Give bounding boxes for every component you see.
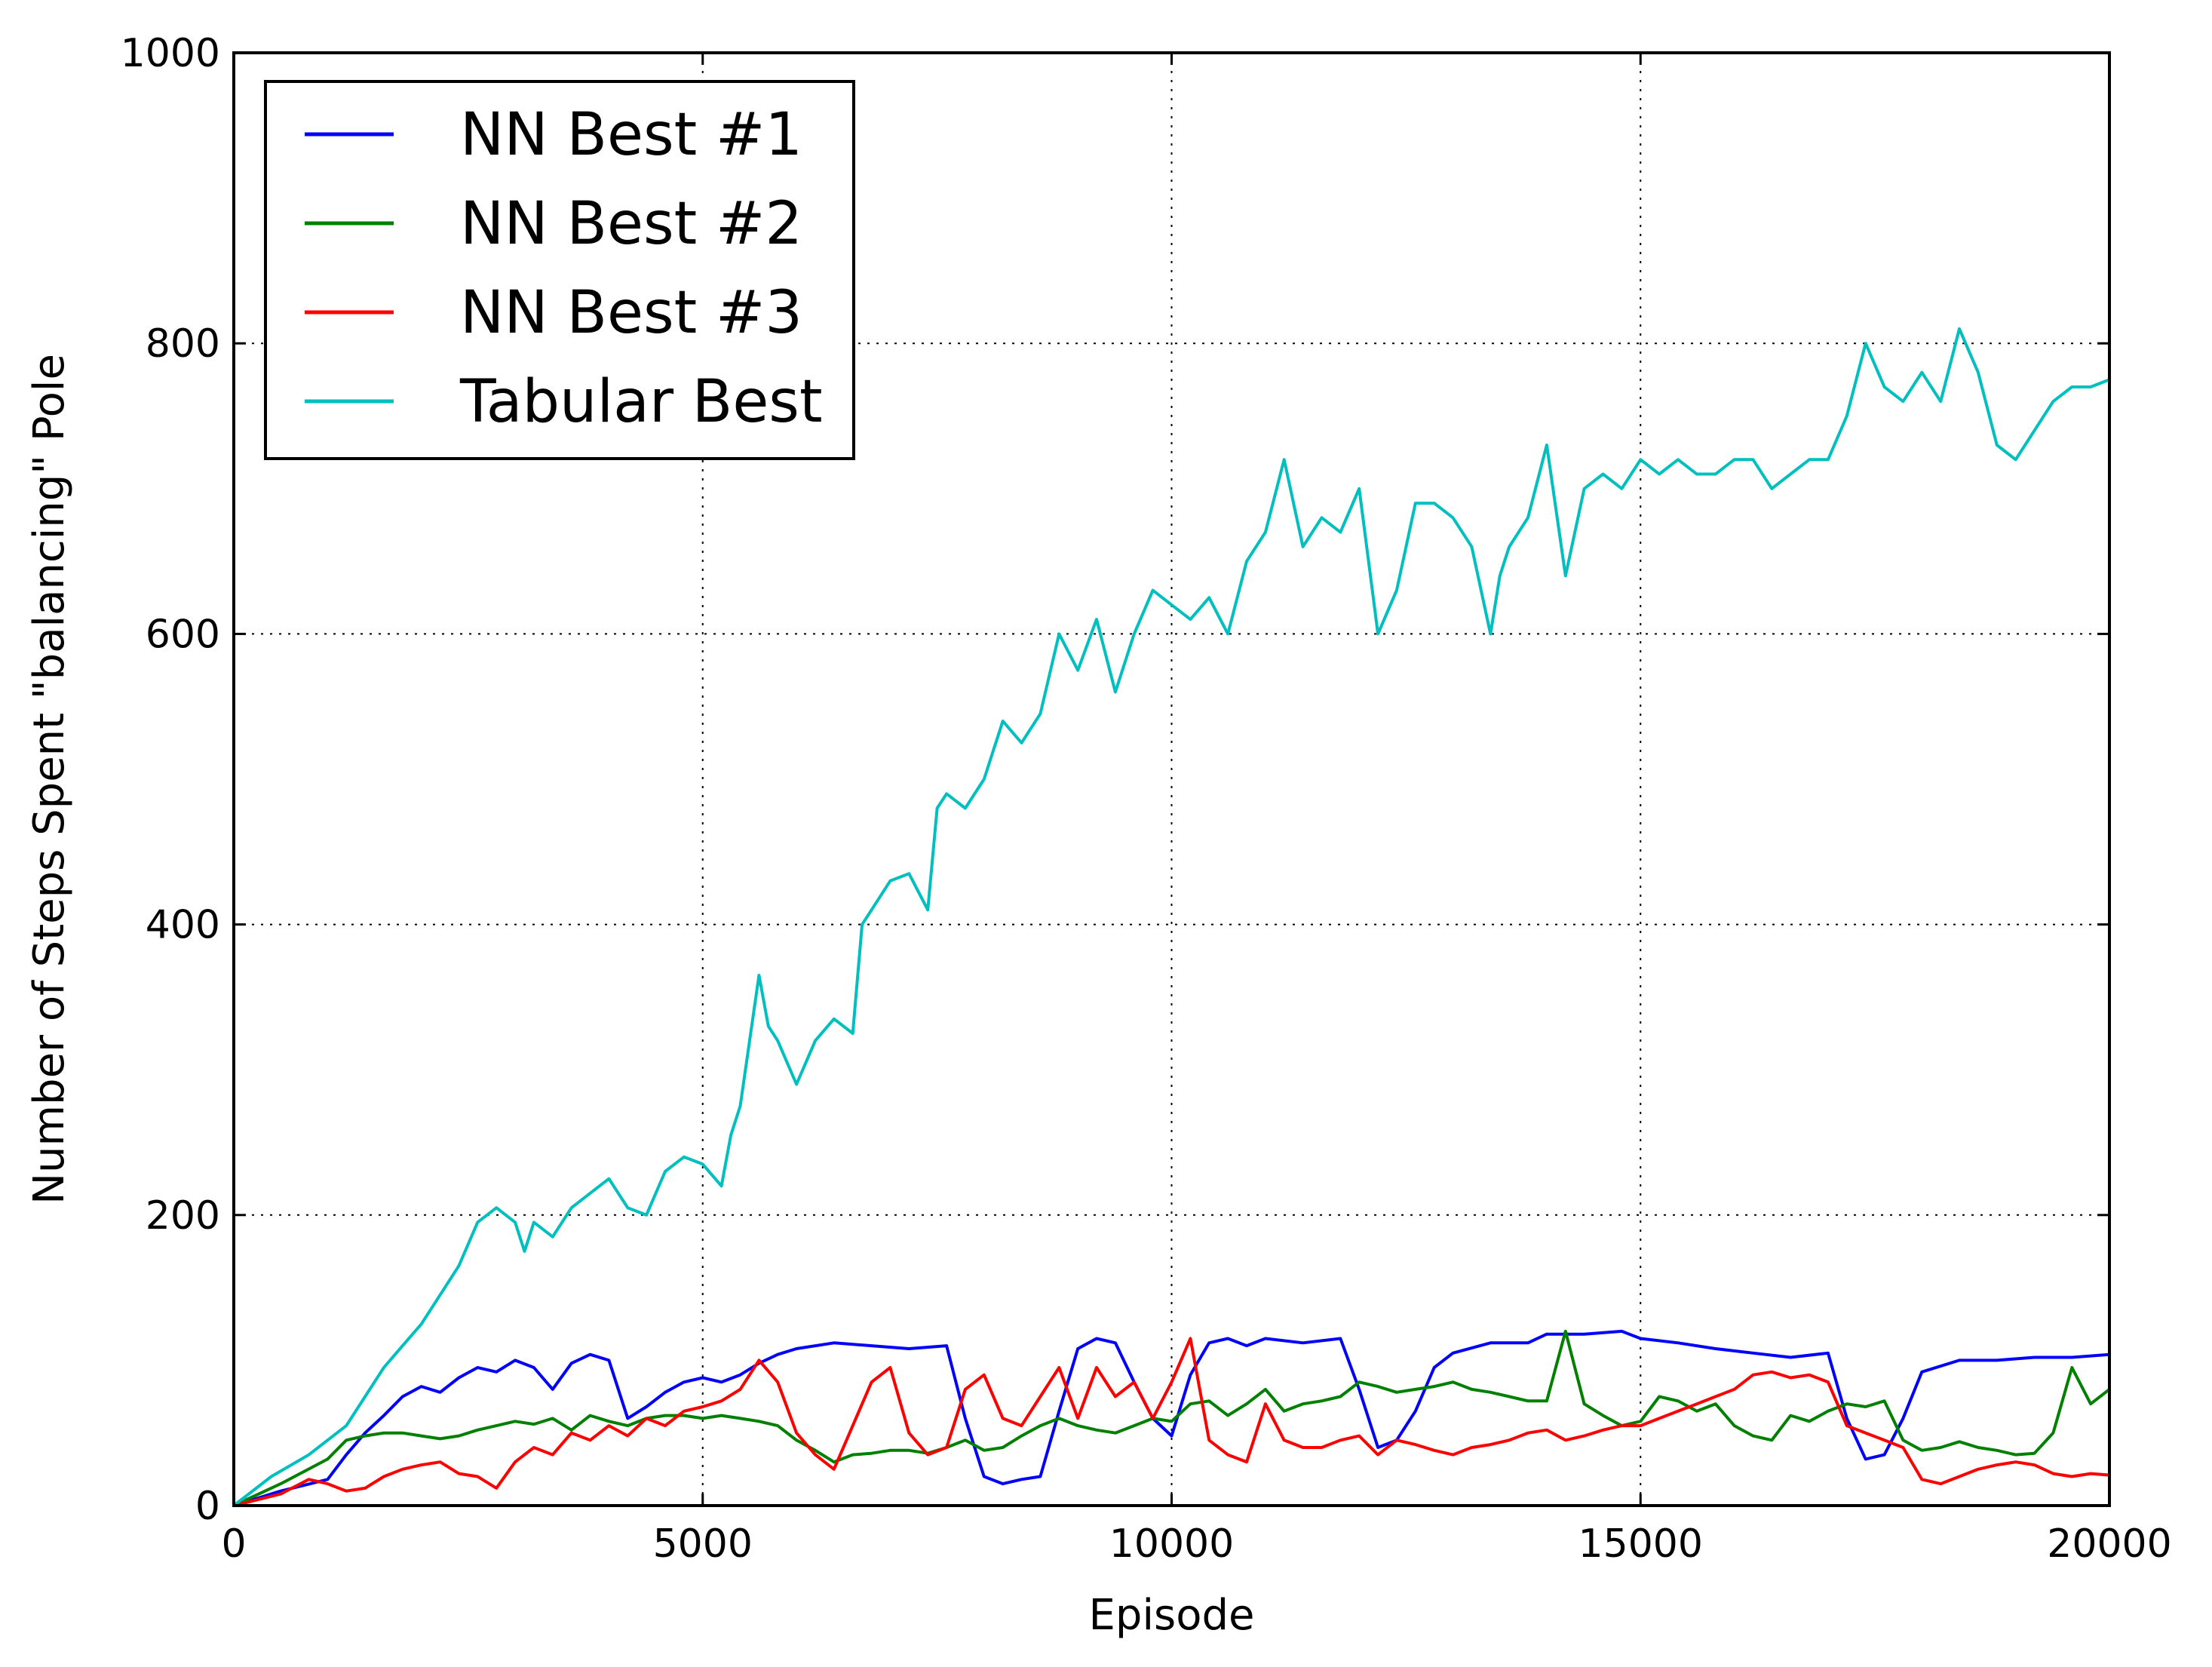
x-tick-label-1: 5000 bbox=[653, 1521, 753, 1567]
x-axis-label: Episode bbox=[1089, 1591, 1255, 1640]
series-line-2 bbox=[233, 1329, 2111, 1507]
legend-label-2: NN Best #2 bbox=[460, 190, 802, 258]
series-line-1 bbox=[233, 1329, 2110, 1507]
y-tick-label-2: 400 bbox=[146, 903, 220, 948]
y-tick-label-4: 800 bbox=[146, 321, 220, 367]
y-tick-label-1: 200 bbox=[146, 1193, 220, 1239]
y-tick-label-0: 0 bbox=[195, 1484, 220, 1529]
y-axis-label: Number of Steps Spent "balancing" Pole bbox=[25, 354, 74, 1205]
plot-series bbox=[232, 327, 2111, 1507]
legend: NN Best #1 NN Best #2 NN Best #3 Tabular Be… bbox=[264, 80, 855, 460]
legend-label-3: NN Best #3 bbox=[460, 279, 802, 347]
legend-box bbox=[264, 80, 855, 460]
axis-ticks: 0 5000 10000 15000 20000 0 200 400 600 800 1000 bbox=[121, 31, 2172, 1567]
x-tick-label-3: 15000 bbox=[1578, 1521, 1703, 1567]
x-tick-label-0: 0 bbox=[221, 1521, 246, 1567]
x-tick-label-4: 20000 bbox=[2047, 1521, 2171, 1567]
y-tick-label-3: 600 bbox=[146, 612, 220, 657]
legend-label-4: Tabular Best bbox=[459, 368, 823, 436]
series-line-4 bbox=[232, 327, 2110, 1507]
x-tick-label-2: 10000 bbox=[1109, 1521, 1234, 1567]
series-line-3 bbox=[233, 1337, 2110, 1507]
grid-lines bbox=[234, 53, 2109, 1506]
legend-label-1: NN Best #1 bbox=[460, 101, 802, 169]
y-tick-label-5: 1000 bbox=[121, 31, 220, 76]
